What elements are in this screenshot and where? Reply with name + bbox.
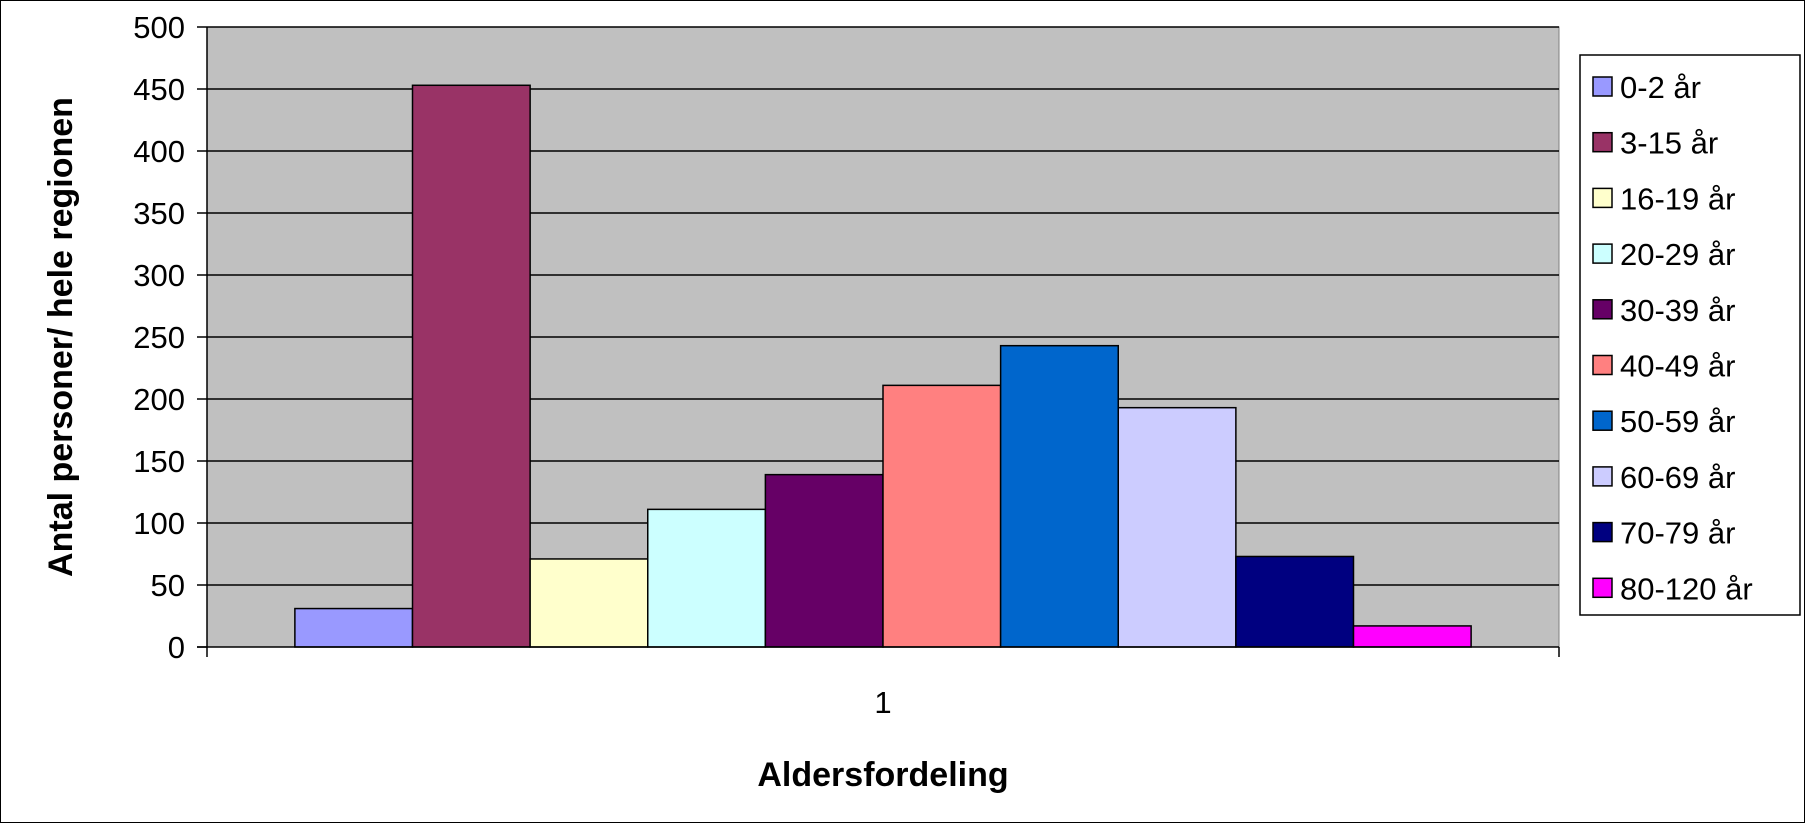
legend: 0-2 år 3-15 år 16-19 år 20-29 år 30-39 år 40-… [1579, 54, 1801, 616]
bar [999, 344, 1119, 648]
y-tick-label: 100 [133, 506, 185, 541]
legend-label: 40-49 år [1620, 349, 1735, 384]
y-axis-title: Antal personer/ hele regionen [42, 97, 80, 577]
legend-swatch [1592, 131, 1613, 153]
x-tick-labels: 1 [874, 685, 891, 720]
bar [882, 384, 1002, 648]
bar [1117, 406, 1237, 648]
bar [1235, 555, 1355, 648]
y-tick-label: 50 [151, 568, 185, 603]
y-tick-label: 350 [133, 196, 185, 231]
legend-swatch [1592, 521, 1613, 543]
legend-swatch [1592, 187, 1613, 209]
legend-swatch [1592, 577, 1613, 599]
legend-label: 70-79 år [1620, 516, 1735, 551]
x-axis-title: Aldersfordeling [757, 756, 1008, 794]
y-tick-label: 0 [168, 630, 185, 665]
y-tick-label: 200 [133, 382, 185, 417]
bar [647, 508, 767, 648]
y-tick-labels: 0 50 100 150 200 250 300 350 400 450 500 [133, 10, 185, 665]
x-tick-label: 1 [874, 685, 891, 720]
bar [294, 607, 414, 648]
y-tick-label: 300 [133, 258, 185, 293]
bar [411, 84, 531, 648]
legend-label: 80-120 år [1620, 571, 1753, 606]
legend-swatch [1592, 354, 1613, 376]
legend-label: 16-19 år [1620, 181, 1735, 216]
y-tick-label: 250 [133, 320, 185, 355]
axes [197, 26, 1560, 657]
y-tick-label: 150 [133, 444, 185, 479]
y-tick-label: 450 [133, 72, 185, 107]
legend-label: 3-15 år [1620, 126, 1718, 161]
legend-box [1579, 54, 1801, 616]
y-tick-label: 400 [133, 134, 185, 169]
y-tick-label: 500 [133, 10, 185, 45]
bar [529, 558, 649, 648]
legend-label: 60-69 år [1620, 460, 1735, 495]
bar [1352, 625, 1472, 648]
legend-label: 50-59 år [1620, 404, 1735, 439]
legend-swatch [1592, 243, 1613, 264]
legend-swatch [1592, 299, 1613, 320]
legend-label: 30-39 år [1620, 293, 1735, 328]
legend-label: 0-2 år [1620, 70, 1701, 105]
bar [764, 473, 884, 648]
legend-swatch [1592, 410, 1613, 431]
legend-swatch [1592, 466, 1613, 487]
legend-swatch [1592, 76, 1613, 97]
legend-label: 20-29 år [1620, 237, 1735, 272]
